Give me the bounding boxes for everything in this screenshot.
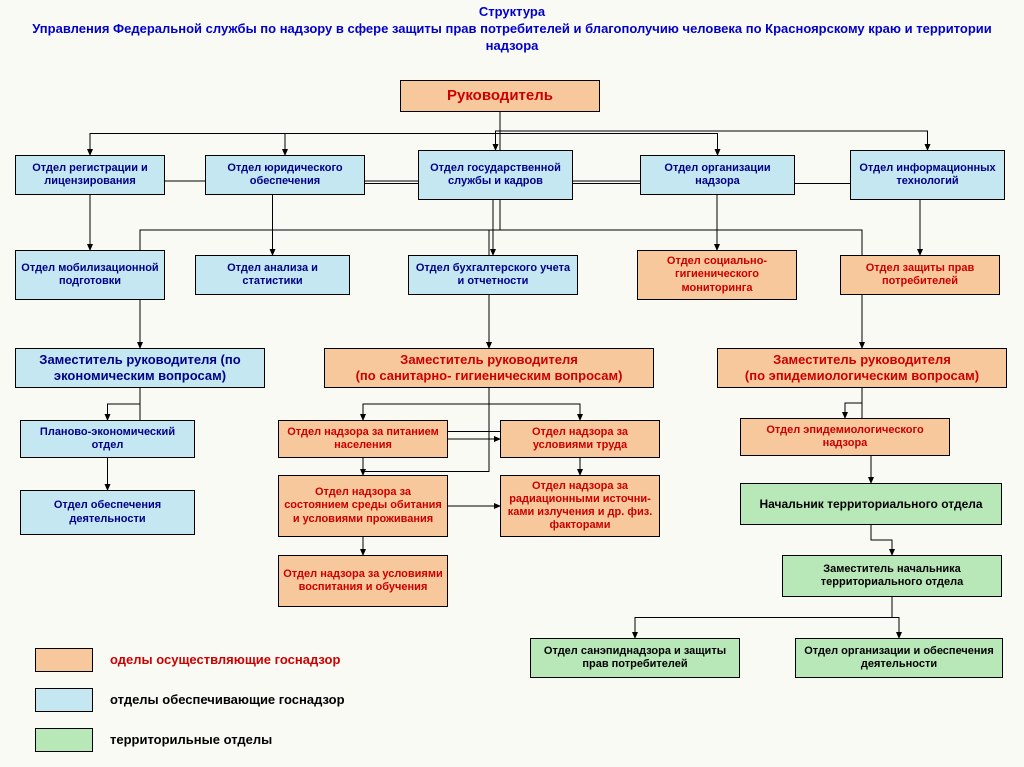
node-d3e: Отдел организации и обеспечения деятельн… bbox=[795, 638, 1003, 678]
node-dep1: Заместитель руководителя (по экономическ… bbox=[15, 348, 265, 388]
legend-swatch-0 bbox=[35, 648, 93, 672]
node-d2a: Отдел надзора за питанием населения bbox=[278, 420, 448, 458]
node-r1e: Отдел информационных технологий bbox=[850, 150, 1005, 200]
node-r2c: Отдел бухгалтерского учета и отчетности bbox=[408, 255, 578, 295]
node-dep3: Заместитель руководителя(по эпидемиологи… bbox=[717, 348, 1007, 388]
node-d3b: Начальник территориального отдела bbox=[740, 483, 1002, 525]
node-d2c: Отдел надзора за условиями воспитания и … bbox=[278, 555, 448, 607]
node-r2e: Отдел защиты прав потребителей bbox=[840, 255, 1000, 295]
node-d2e: Отдел надзора за радиационными источни-к… bbox=[500, 475, 660, 537]
node-d2b: Отдел надзора за состоянием среды обитан… bbox=[278, 475, 448, 537]
legend-label-1: отделы обеспечивающие госнадзор bbox=[110, 692, 345, 707]
node-d2d: Отдел надзора за условиями труда bbox=[500, 420, 660, 458]
node-r1b: Отдел юридического обеспечения bbox=[205, 155, 365, 195]
legend-swatch-1 bbox=[35, 688, 93, 712]
node-r1a: Отдел регистрации и лицензирования bbox=[15, 155, 165, 195]
node-r2d: Отдел социально-гигиенического мониторин… bbox=[637, 250, 797, 300]
node-d3a: Отдел эпидемиологического надзора bbox=[740, 418, 950, 456]
node-r2b: Отдел анализа и статистики bbox=[195, 255, 350, 295]
page-title: СтруктураУправления Федеральной службы п… bbox=[0, 0, 1024, 55]
node-d3c: Заместитель начальника территориального … bbox=[782, 555, 1002, 597]
node-d3d: Отдел санэпиднадзора и защиты прав потре… bbox=[530, 638, 740, 678]
node-d1b: Отдел обеспечения деятельности bbox=[20, 490, 195, 535]
node-r1c: Отдел государственной службы и кадров bbox=[418, 150, 573, 200]
node-dep2: Заместитель руководителя(по санитарно- г… bbox=[324, 348, 654, 388]
node-root: Руководитель bbox=[400, 80, 600, 112]
legend-label-2: территорильные отделы bbox=[110, 732, 272, 747]
node-r2a: Отдел мобилизационной подготовки bbox=[15, 250, 165, 300]
node-r1d: Отдел организации надзора bbox=[640, 155, 795, 195]
legend-swatch-2 bbox=[35, 728, 93, 752]
legend-label-0: оделы осуществляющие госнадзор bbox=[110, 652, 340, 667]
node-d1a: Планово-экономический отдел bbox=[20, 420, 195, 458]
